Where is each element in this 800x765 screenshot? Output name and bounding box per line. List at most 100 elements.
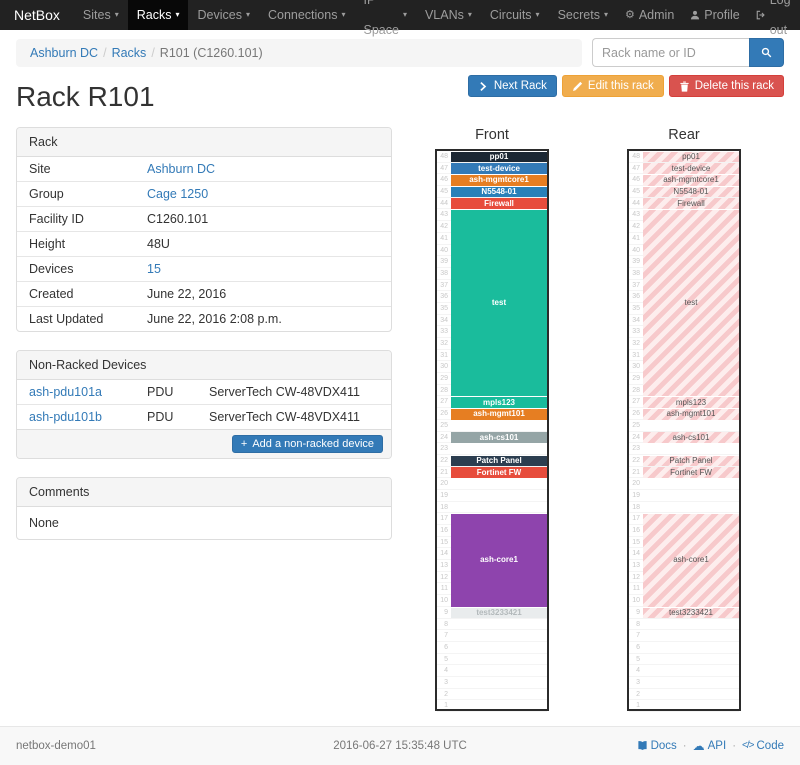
rack-unit-3: 3 bbox=[437, 677, 547, 689]
add-nonracked-device-button[interactable]: + Add a non-racked device bbox=[231, 435, 383, 453]
search-button[interactable] bbox=[749, 38, 784, 67]
rack-device-ash-cs101-rear[interactable]: ash-cs101 bbox=[643, 432, 739, 443]
nav-item-log-out[interactable]: Log out bbox=[748, 0, 800, 37]
rack-unit-number: 46 bbox=[632, 176, 640, 184]
rack-unit-number: 30 bbox=[440, 363, 448, 371]
edit-rack-button[interactable]: Edit this rack bbox=[561, 75, 664, 97]
rack-unit-number: 29 bbox=[440, 375, 448, 383]
rack-unit-number: 15 bbox=[440, 538, 448, 546]
rack-unit-48: 48 bbox=[437, 151, 547, 163]
rack-device-pp01-rear[interactable]: pp01 bbox=[643, 151, 739, 163]
rack-unit-47: 47 bbox=[629, 163, 739, 175]
nav-item-ip-space[interactable]: IP Space ▾ bbox=[363, 0, 407, 37]
device-role-cell: PDU bbox=[147, 385, 174, 399]
comments-panel: Comments None bbox=[16, 477, 392, 540]
plus-icon: + bbox=[240, 438, 248, 450]
breadcrumb-row: Ashburn DC / Racks / R101 (C1260.101) bbox=[16, 38, 784, 67]
next-rack-button[interactable]: Next Rack bbox=[467, 75, 557, 97]
rack-device-fortinet-fw-rear[interactable]: Fortinet FW bbox=[643, 467, 739, 479]
rack-device-test-device[interactable]: test-device bbox=[451, 163, 547, 174]
rack-device-test-rear[interactable]: test bbox=[643, 210, 739, 397]
footer-link-api[interactable]: ☁ API bbox=[692, 738, 727, 753]
rack-unit-number: 22 bbox=[440, 456, 448, 464]
attr-label: Last Updated bbox=[17, 306, 135, 331]
chevron-down-icon: ▾ bbox=[603, 10, 608, 19]
attr-value-link[interactable]: Ashburn DC bbox=[147, 162, 216, 176]
attr-value-link[interactable]: Cage 1250 bbox=[147, 187, 209, 201]
device-label: test bbox=[684, 298, 698, 308]
rack-unit-number: 3 bbox=[444, 678, 448, 686]
rack-device-ash-mgmt101[interactable]: ash-mgmt101 bbox=[451, 408, 547, 420]
nav-item-racks[interactable]: Racks ▾ bbox=[127, 0, 189, 30]
rack-unit-number: 43 bbox=[440, 211, 448, 219]
footer-link-docs[interactable]: Docs bbox=[637, 740, 677, 752]
rack-device-ash-core1-rear[interactable]: ash-core1 bbox=[643, 514, 739, 607]
device-link-ash-pdu101b[interactable]: ash-pdu101b bbox=[29, 410, 102, 424]
rack-device-pp01[interactable]: pp01 bbox=[451, 151, 547, 163]
rack-device-patch-panel[interactable]: Patch Panel bbox=[451, 455, 547, 467]
rack-unit-number: 36 bbox=[632, 293, 640, 301]
rack-device-ash-mgmt101-rear[interactable]: ash-mgmt101 bbox=[643, 408, 739, 420]
nav-item-profile[interactable]: Profile bbox=[682, 0, 747, 30]
rack-unit-18: 18 bbox=[437, 502, 547, 514]
breadcrumb-item-ashburn-dc[interactable]: Ashburn DC bbox=[30, 45, 99, 60]
attr-value-link[interactable]: 15 bbox=[147, 262, 161, 276]
rack-search-input[interactable] bbox=[592, 38, 749, 67]
device-label: test3233421 bbox=[476, 608, 522, 618]
device-label: ash-cs101 bbox=[672, 432, 710, 442]
rack-unit-number: 30 bbox=[632, 363, 640, 371]
rack-device-n5548-01-rear[interactable]: N5548-01 bbox=[643, 186, 739, 198]
nonracked-devices-table: ash-pdu101a PDU ServerTech CW-48VDX411 ash-… bbox=[17, 380, 391, 429]
footer-link-code[interactable]: </> Code bbox=[742, 739, 784, 752]
rack-device-test3233421-rear[interactable]: test3233421 bbox=[643, 607, 739, 619]
nav-item-admin[interactable]: ⚙ Admin bbox=[617, 0, 682, 30]
chevron-down-icon: ▾ bbox=[245, 10, 250, 19]
rack-unit-number: 13 bbox=[632, 562, 640, 570]
delete-rack-button[interactable]: Delete this rack bbox=[668, 75, 784, 97]
chevron-down-icon: ▾ bbox=[114, 10, 119, 19]
chevron-down-icon: ▾ bbox=[175, 10, 180, 19]
pencil-icon bbox=[572, 81, 583, 92]
nav-item-connections[interactable]: Connections ▾ bbox=[259, 0, 355, 30]
rack-device-ash-mgmtcore1[interactable]: ash-mgmtcore1 bbox=[451, 174, 547, 186]
device-label: test3233421 bbox=[668, 608, 714, 618]
rack-device-test-device-rear[interactable]: test-device bbox=[643, 163, 739, 174]
rack-panel-title: Rack bbox=[17, 128, 391, 157]
attr-label: Created bbox=[17, 281, 135, 307]
nav-item-devices[interactable]: Devices ▾ bbox=[188, 0, 258, 30]
rack-unit-5: 5 bbox=[629, 654, 739, 666]
rack-device-test[interactable]: test bbox=[451, 210, 547, 397]
rack-device-mpls123-rear[interactable]: mpls123 bbox=[643, 397, 739, 408]
rack-device-ash-mgmtcore1-rear[interactable]: ash-mgmtcore1 bbox=[643, 174, 739, 186]
rack-device-test3233421[interactable]: test3233421 bbox=[451, 607, 547, 619]
rack-device-mpls123[interactable]: mpls123 bbox=[451, 397, 547, 408]
rack-unit-number: 14 bbox=[632, 550, 640, 558]
rack-unit-number: 5 bbox=[444, 655, 448, 663]
rack-unit-number: 21 bbox=[440, 468, 448, 476]
rack-unit-8: 8 bbox=[437, 619, 547, 631]
rack-unit-number: 26 bbox=[632, 410, 640, 418]
rack-device-patch-panel-rear[interactable]: Patch Panel bbox=[643, 455, 739, 467]
rack-unit-20: 20 bbox=[437, 478, 547, 490]
footer-timestamp: 2016-06-27 15:35:48 UTC bbox=[333, 739, 467, 752]
nav-item-sites[interactable]: Sites ▾ bbox=[74, 0, 128, 30]
brand[interactable]: NetBox bbox=[14, 7, 60, 23]
rack-device-firewall[interactable]: Firewall bbox=[451, 198, 547, 209]
nav-item-circuits[interactable]: Circuits ▾ bbox=[481, 0, 549, 30]
nav-item-secrets[interactable]: Secrets ▾ bbox=[549, 0, 617, 30]
rack-device-ash-core1[interactable]: ash-core1 bbox=[451, 514, 547, 607]
rack-unit-number: 37 bbox=[440, 281, 448, 289]
device-link-ash-pdu101a[interactable]: ash-pdu101a bbox=[29, 385, 102, 399]
nav-item-vlans[interactable]: VLANs ▾ bbox=[416, 0, 481, 30]
rack-device-fortinet-fw[interactable]: Fortinet FW bbox=[451, 467, 547, 479]
comments-body: None bbox=[29, 516, 59, 530]
rack-device-ash-cs101[interactable]: ash-cs101 bbox=[451, 432, 547, 443]
comments-panel-title: Comments bbox=[17, 478, 391, 507]
rack-device-n5548-01[interactable]: N5548-01 bbox=[451, 186, 547, 198]
attr-row-site: Site Ashburn DC bbox=[17, 157, 391, 182]
breadcrumb-separator: / bbox=[103, 45, 107, 60]
rack-unit-number: 12 bbox=[632, 573, 640, 581]
breadcrumb-item-racks[interactable]: Racks bbox=[111, 45, 147, 60]
rack-device-firewall-rear[interactable]: Firewall bbox=[643, 198, 739, 209]
device-label: N5548-01 bbox=[481, 186, 517, 196]
